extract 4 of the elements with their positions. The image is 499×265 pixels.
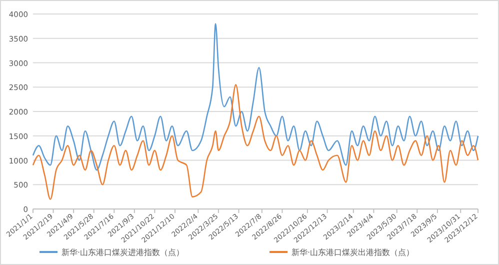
line-series: [32, 23, 479, 171]
line-series: [32, 84, 479, 200]
legend-label: 新华·山东港口煤炭进港指数（点）: [62, 248, 184, 257]
legend-label: 新华·山东港口煤炭出港指数（点）: [292, 248, 414, 257]
